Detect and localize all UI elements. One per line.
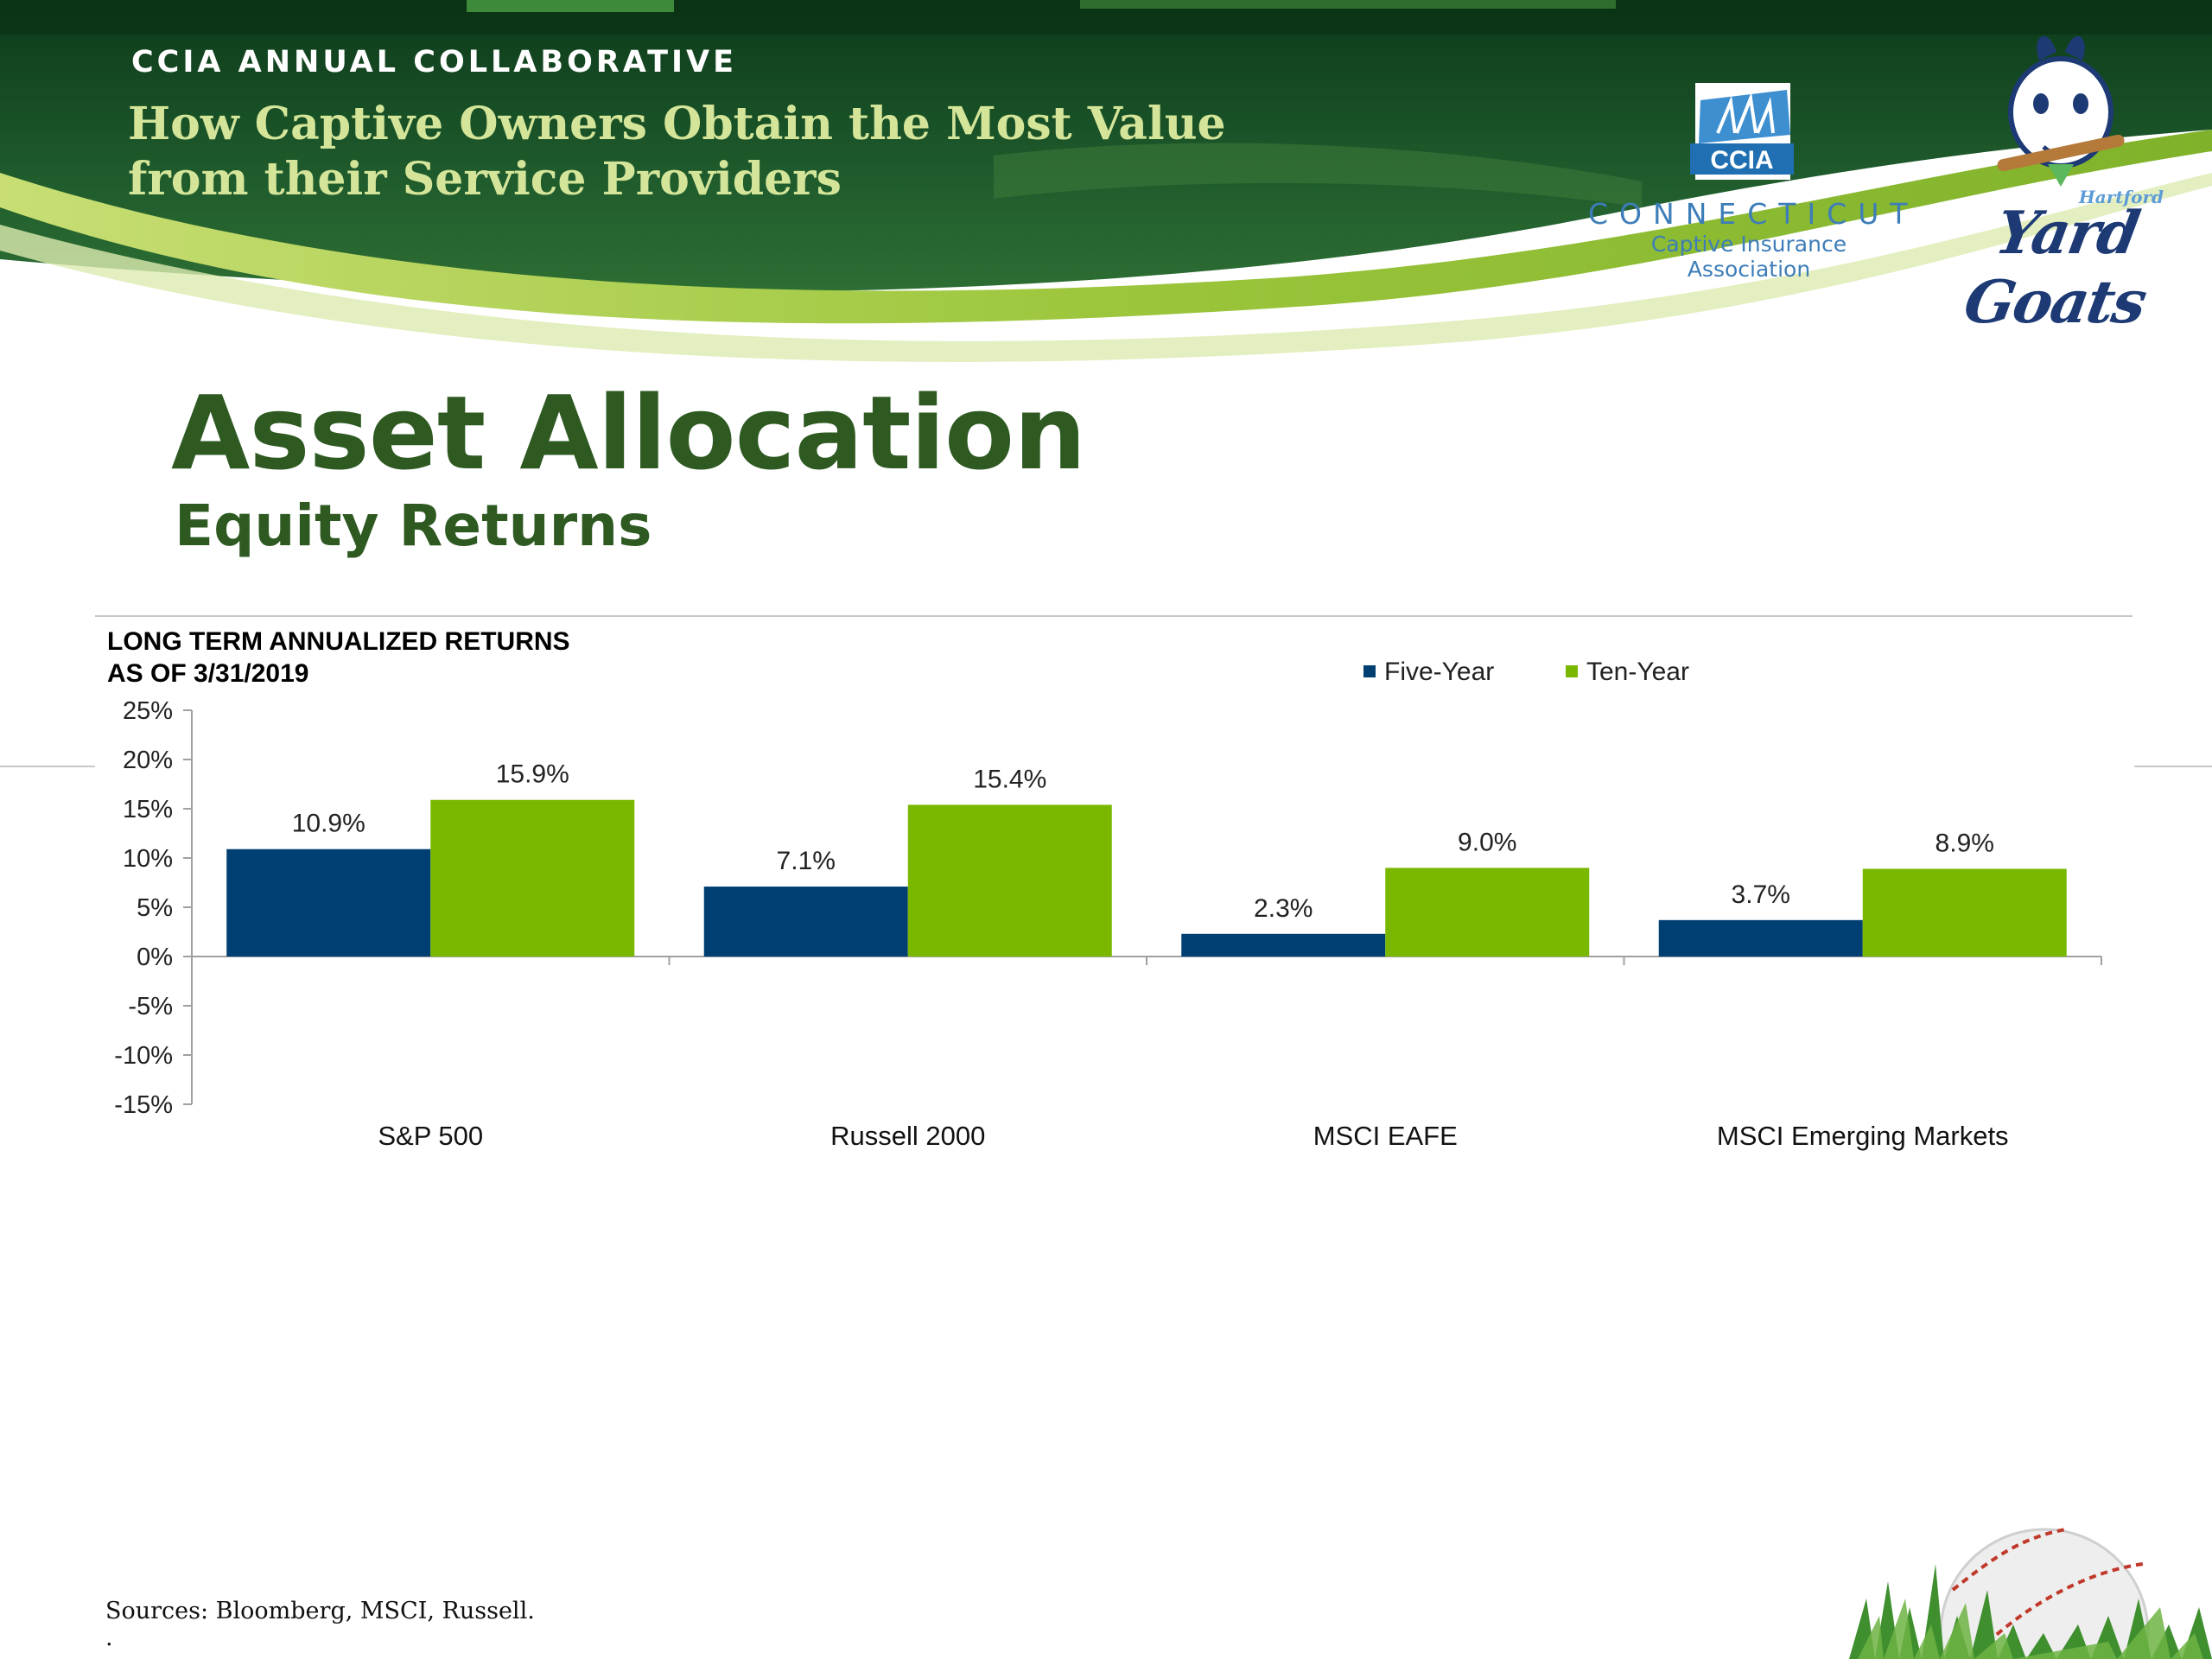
chart-title-line1: LONG TERM ANNUALIZED RETURNS	[107, 627, 570, 656]
page-title: Asset Allocation	[171, 373, 1086, 493]
legend-label-2: Ten-Year	[1586, 658, 1689, 686]
y-tick-label: 0%	[137, 944, 173, 971]
right-rule	[2134, 766, 2212, 767]
data-label: 15.9%	[496, 760, 569, 789]
bar-five-year	[226, 849, 431, 957]
data-label: 2.3%	[1254, 894, 1313, 923]
bar-ten-year	[1385, 868, 1590, 957]
y-tick-label: 5%	[137, 894, 173, 922]
category-label: S&P 500	[378, 1121, 483, 1151]
data-label: 9.0%	[1458, 828, 1516, 856]
y-tick-label: 20%	[123, 747, 173, 774]
legend-label-1: Five-Year	[1384, 658, 1494, 686]
bar-five-year	[1658, 919, 1863, 957]
y-tick-label: 15%	[123, 796, 173, 823]
team-name: Yard Goats	[1959, 199, 2151, 337]
y-tick-label: -10%	[114, 1042, 173, 1070]
ccia-logo: CCIA CONNECTICUT Captive Insurance Assoc…	[1588, 83, 1919, 282]
event-title-line2: from their Service Providers	[128, 153, 842, 206]
bar-ten-year	[907, 804, 1112, 957]
footer-note: .	[105, 1624, 113, 1651]
bar-ten-year	[1862, 868, 2067, 957]
team-city: Hartford	[2078, 187, 2164, 207]
y-tick-label: -5%	[128, 993, 173, 1020]
event-title-line1: How Captive Owners Obtain the Most Value	[128, 98, 1226, 150]
data-label: 3.7%	[1732, 880, 1790, 909]
data-label: 8.9%	[1936, 830, 1994, 858]
org-name: CONNECTICUT	[1588, 197, 1919, 231]
event-label: CCIA ANNUAL COLLABORATIVE	[131, 45, 738, 79]
org-subtitle: Captive Insurance Association	[1650, 232, 1847, 282]
event-title: How Captive Owners Obtain the Most Value…	[128, 97, 1226, 207]
header-banner	[0, 0, 2212, 362]
data-label: 10.9%	[292, 810, 365, 838]
bar-ten-year	[430, 799, 635, 957]
bar-five-year	[1181, 933, 1386, 957]
y-tick-label: 10%	[123, 845, 173, 873]
bar-five-year	[703, 887, 908, 957]
yard-goats-logo: Hartford Yard Goats	[1944, 26, 2177, 337]
baseball-grass-decoration	[1849, 1528, 2212, 1659]
sources-note: Sources: Bloomberg, MSCI, Russell.	[105, 1598, 535, 1624]
returns-chart: LONG TERM ANNUALIZED RETURNS AS OF 3/31/2…	[107, 627, 2102, 1151]
page-subtitle: Equity Returns	[175, 493, 652, 559]
goat-mascot-icon	[1997, 35, 2125, 187]
y-tick-label: -15%	[114, 1091, 173, 1119]
category-label: MSCI Emerging Markets	[1717, 1121, 2009, 1151]
data-label: 7.1%	[777, 847, 836, 875]
ship-logo-icon: CCIA	[1690, 83, 1794, 180]
category-label: Russell 2000	[830, 1121, 985, 1151]
legend-swatch-2	[1566, 665, 1578, 677]
data-label: 15.4%	[973, 765, 1046, 793]
category-label: MSCI EAFE	[1313, 1121, 1458, 1151]
legend-swatch-1	[1363, 665, 1376, 677]
title-divider	[95, 615, 2133, 617]
y-tick-label: 25%	[123, 697, 173, 725]
left-rule	[0, 766, 95, 767]
chart-title-line2: AS OF 3/31/2019	[107, 659, 308, 688]
ccia-logo-text: CCIA	[1710, 146, 1773, 175]
